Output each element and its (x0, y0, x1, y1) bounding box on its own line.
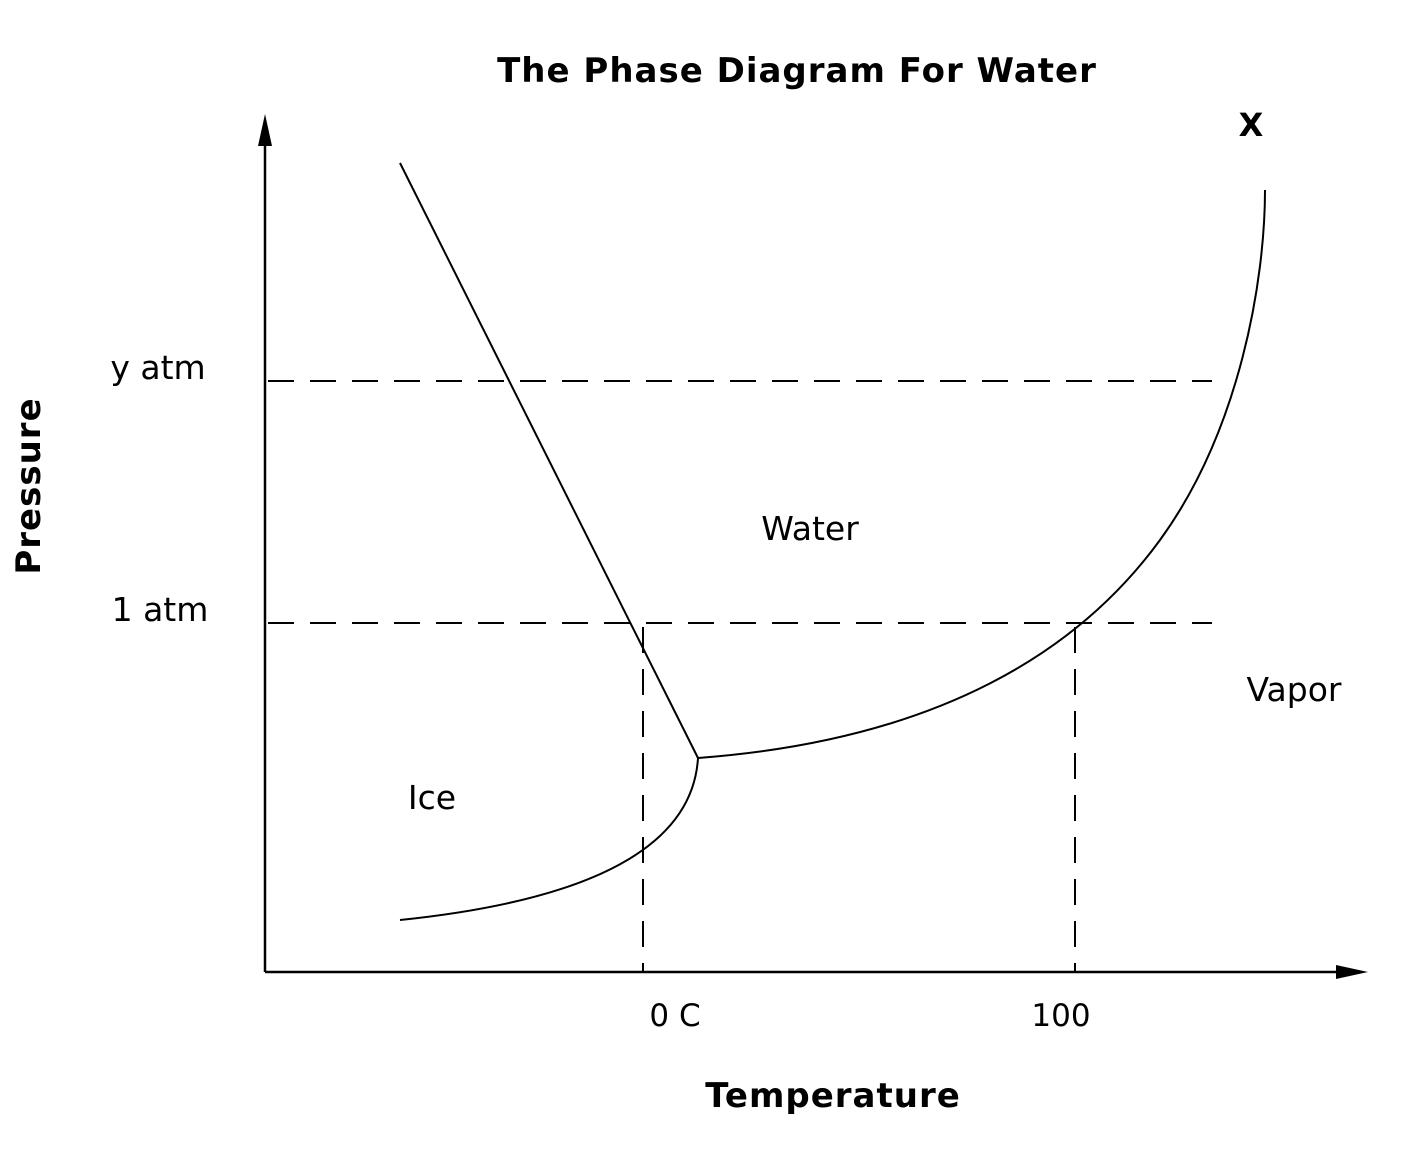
y-axis-title: Pressure (9, 397, 49, 574)
x-axis-arrowhead (1336, 965, 1368, 979)
solid-liquid-boundary (399, 162, 699, 759)
diagram-title: The Phase Diagram For Water (497, 51, 1097, 91)
x-tick-label-zero-c: 0 C (649, 998, 700, 1034)
y-axis-arrowhead (258, 114, 272, 146)
reference-lines (268, 380, 1212, 972)
axes (258, 114, 1368, 979)
y-tick-label-y-atm: y atm (110, 348, 205, 387)
liquid-vapor-boundary (697, 189, 1266, 759)
region-label-vapor: Vapor (1247, 670, 1342, 709)
x-tick-label-hundred: 100 (1031, 998, 1090, 1034)
phase-boundaries (399, 162, 1266, 921)
region-label-ice: Ice (408, 778, 456, 817)
region-label-water: Water (761, 509, 859, 548)
x-axis-title: Temperature (705, 1076, 961, 1116)
y-tick-label-one-atm: 1 atm (112, 590, 209, 629)
solid-vapor-boundary (399, 757, 699, 921)
corner-marker: X (1239, 106, 1264, 144)
